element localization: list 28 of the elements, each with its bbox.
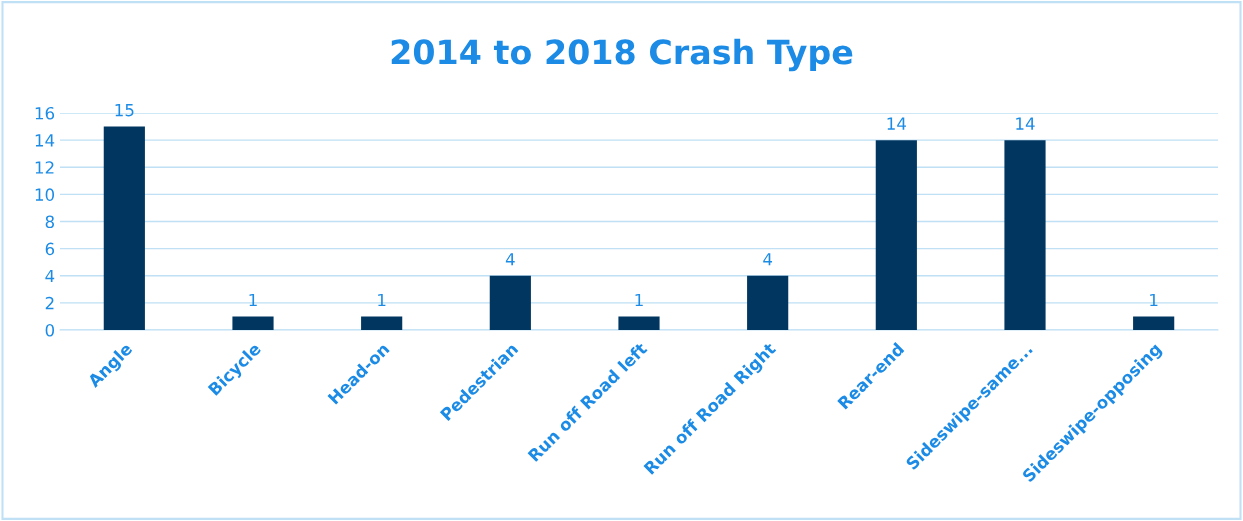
bar: [875, 140, 917, 330]
data-label: 1: [378, 293, 386, 307]
data-label: 1: [1150, 293, 1158, 307]
y-tick-label: 2: [45, 296, 54, 310]
bar: [1004, 140, 1046, 330]
bar: [489, 275, 531, 330]
bar: [1133, 316, 1175, 330]
data-label: 4: [763, 253, 773, 266]
data-label: 15: [115, 104, 134, 117]
bar: [232, 316, 274, 330]
y-tick-label: 0: [45, 323, 55, 337]
data-label: 4: [505, 253, 515, 266]
bar: [747, 275, 789, 330]
y-tick-label: 14: [35, 134, 55, 147]
chart-title: 2014 to 2018 Crash Type: [391, 38, 853, 72]
data-label: 1: [635, 293, 643, 307]
y-tick-label: 12: [35, 161, 54, 174]
y-tick-label: 6: [45, 242, 55, 256]
y-tick-label: 4: [45, 269, 55, 283]
data-label: 14: [1016, 117, 1035, 130]
bar: [618, 316, 660, 330]
data-label: 14: [887, 117, 906, 130]
bar: [361, 316, 403, 330]
bar: [103, 126, 145, 330]
y-tick-label: 8: [45, 215, 54, 229]
data-label: 1: [249, 293, 257, 307]
y-tick-label: 10: [35, 188, 55, 201]
y-tick-label: 16: [35, 106, 55, 120]
